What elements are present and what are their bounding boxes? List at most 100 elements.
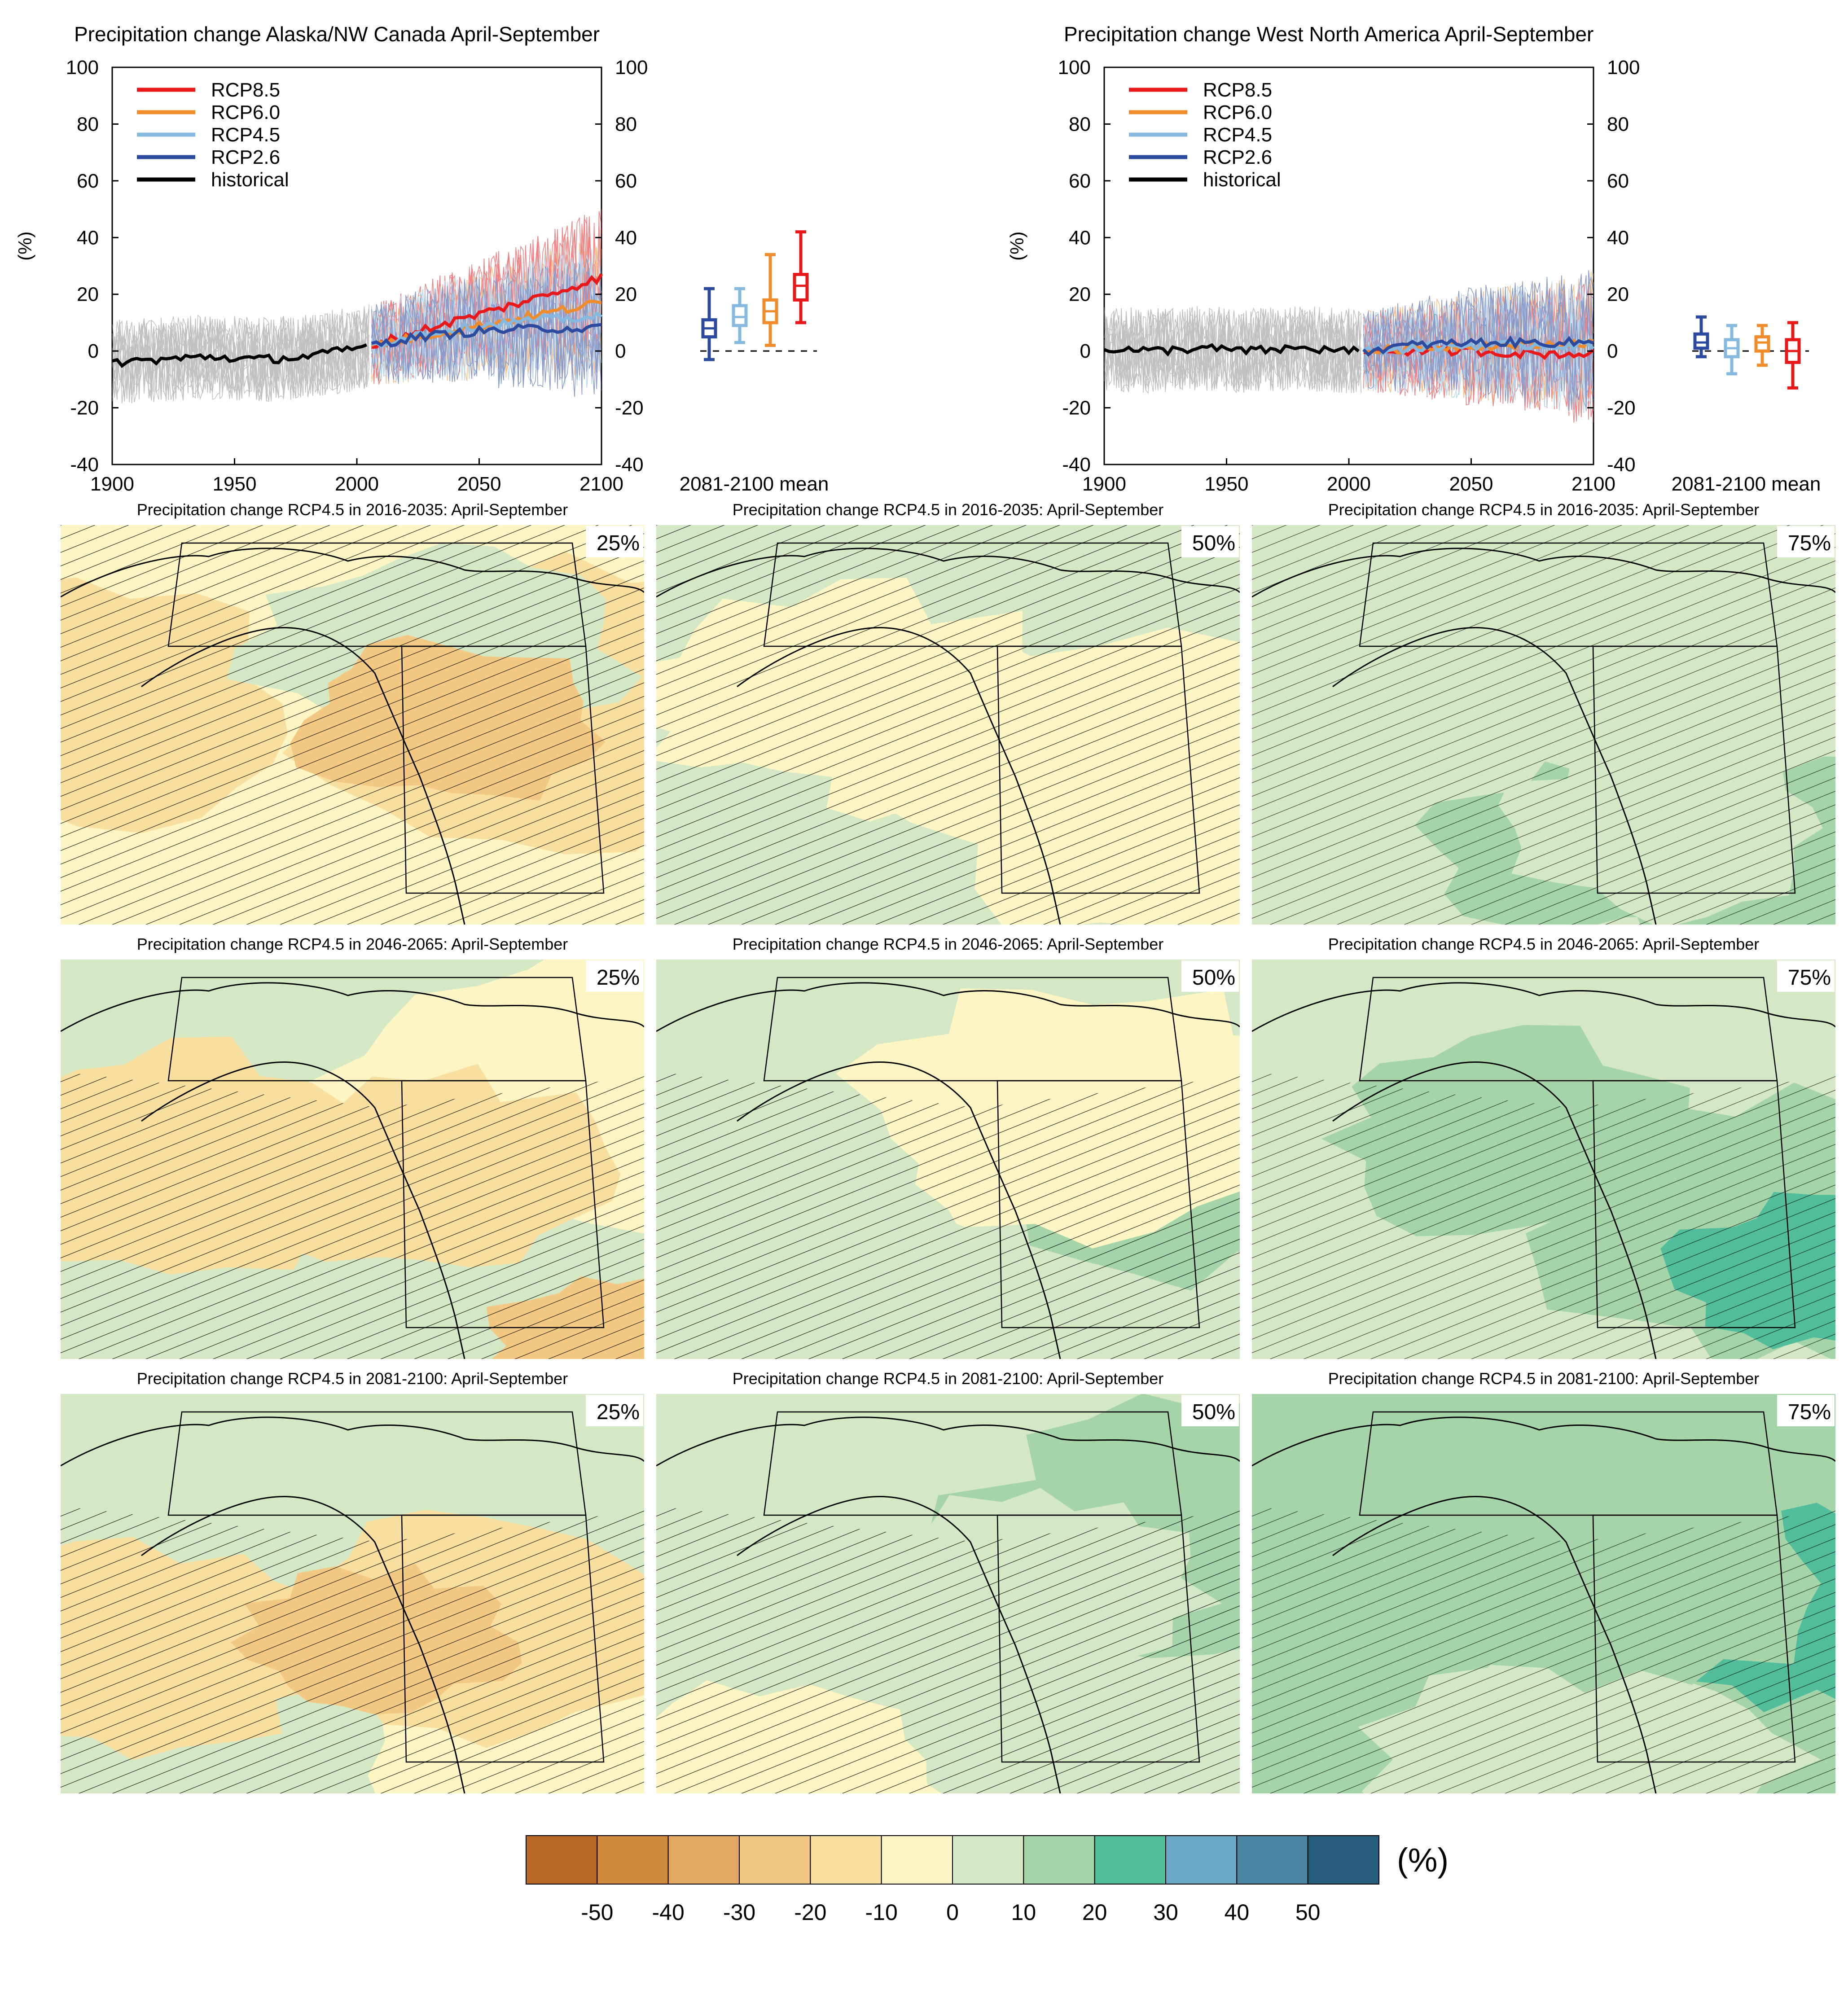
- x-tick-label: 2000: [335, 473, 379, 495]
- y-tick-label: 40: [77, 227, 99, 249]
- scenario-member-line: [1363, 282, 1594, 410]
- box-iqr: [793, 272, 809, 302]
- y-tick-label-right: 100: [1607, 57, 1640, 79]
- x-tick-label: 2000: [1327, 473, 1371, 495]
- percentile-label: 50%: [1192, 966, 1235, 990]
- y-tick-label: 40: [1069, 227, 1091, 249]
- region-box-west-na: [1592, 645, 1796, 894]
- y-tick-label: 60: [77, 170, 99, 192]
- x-tick-label: 2050: [1449, 473, 1493, 495]
- y-tick-label-right: 40: [1607, 227, 1629, 249]
- colorbar-segment: [810, 1835, 882, 1885]
- y-tick-label: 20: [1069, 284, 1091, 306]
- historical-member-line: [112, 310, 369, 403]
- percentile-tag-bg: [1181, 960, 1239, 992]
- chart-title: Precipitation change West North America …: [1064, 22, 1593, 46]
- series-line-RCP2.6: [1362, 335, 1594, 357]
- map-body: [1252, 525, 1835, 925]
- percentile-label: 75%: [1788, 1400, 1831, 1424]
- region-box-west-na: [401, 645, 605, 894]
- region-box-west-na: [1592, 1514, 1796, 1763]
- series-line-RCP2.6: [371, 323, 602, 348]
- region-box-west-na: [1592, 1080, 1796, 1328]
- y-tick-label: -40: [1062, 454, 1091, 476]
- ensemble-spread: [1104, 270, 1594, 423]
- box-iqr: [732, 304, 748, 327]
- ensemble-spread: [112, 209, 602, 403]
- colorbar-segment: [1023, 1835, 1095, 1885]
- percentile-tag-bg: [586, 960, 643, 992]
- colorbar-tick-label: 10: [1011, 1900, 1036, 1925]
- x-tick-label: 2050: [457, 473, 501, 495]
- map-title: Precipitation change RCP4.5 in 2081-2100…: [137, 1369, 568, 1388]
- colorbar-segment: [597, 1835, 669, 1885]
- map-body: [656, 960, 1240, 1359]
- percentile-tag-bg: [586, 1395, 643, 1426]
- y-axis-label: (%): [14, 232, 35, 261]
- map-title: Precipitation change RCP4.5 in 2016-2035…: [733, 500, 1164, 519]
- y-tick-label-right: -20: [615, 397, 644, 419]
- y-tick-label: 60: [1069, 170, 1091, 192]
- colorbar-tick-label: -20: [794, 1900, 826, 1925]
- map-panel-7: Precipitation change RCP4.5 in 2081-2100…: [61, 1369, 644, 1793]
- y-tick-label-right: 40: [615, 227, 637, 249]
- y-tick-label-right: 60: [615, 170, 637, 192]
- map-panel-5: Precipitation change RCP4.5 in 2046-2065…: [656, 935, 1240, 1359]
- region-box-west-na: [996, 1514, 1200, 1763]
- x-tick-label: 1900: [90, 473, 134, 495]
- colorbar: -50 -40 -30 -20 -10 0 10 20 30 40 50 (%): [526, 1835, 1449, 1925]
- map-title: Precipitation change RCP4.5 in 2081-2100…: [733, 1369, 1164, 1388]
- percentile-label: 50%: [1192, 531, 1235, 555]
- colorbar-unit: (%): [1397, 1841, 1449, 1879]
- series-line-historical: [1103, 343, 1360, 357]
- y-tick-label: -20: [1062, 397, 1091, 419]
- map-title: Precipitation change RCP4.5 in 2081-2100…: [1328, 1369, 1760, 1388]
- legend-label: RCP6.0: [211, 101, 280, 123]
- scenario-member-line: [371, 263, 602, 389]
- timeseries-chart-2: Precipitation change West North America …: [1006, 22, 1821, 495]
- region-box-west-na: [996, 645, 1200, 894]
- significance-hatching: [61, 1506, 644, 1793]
- historical-member-line: [112, 312, 369, 401]
- significance-hatching: [1252, 525, 1835, 925]
- map-panel-2: Precipitation change RCP4.5 in 2016-2035…: [656, 500, 1240, 925]
- colorbar-tick-label: -30: [723, 1900, 755, 1925]
- colorbar-tick-label: 30: [1153, 1900, 1178, 1925]
- box-iqr: [1693, 332, 1709, 350]
- y-tick-label-right: 100: [615, 57, 648, 79]
- y-tick-label-right: 60: [1607, 170, 1629, 192]
- y-tick-label: 0: [88, 340, 99, 362]
- region-box-west-na: [996, 1080, 1200, 1328]
- colorbar-tick-label: -50: [581, 1900, 613, 1925]
- x-tick-label: 1950: [213, 473, 257, 495]
- colorbar-tick-label: 40: [1225, 1900, 1250, 1925]
- map-panel-6: Precipitation change RCP4.5 in 2046-2065…: [1252, 935, 1835, 1359]
- legend-label: historical: [211, 169, 289, 191]
- historical-member-line: [1104, 306, 1361, 393]
- region-box-west-na: [401, 1514, 605, 1763]
- boxes-label: 2081-2100 mean: [680, 473, 829, 495]
- y-tick-label: 80: [1069, 113, 1091, 135]
- map-panel-9: Precipitation change RCP4.5 in 2081-2100…: [1252, 1369, 1835, 1793]
- scenario-member-line: [1363, 270, 1594, 408]
- map-body: [656, 1394, 1240, 1793]
- percentile-tag-bg: [1181, 526, 1239, 557]
- y-tick-label-right: -20: [1607, 397, 1636, 419]
- percentile-tag-bg: [586, 526, 643, 557]
- percentile-tag-bg: [1777, 1395, 1835, 1426]
- y-tick-label-right: 80: [615, 113, 637, 135]
- map-title: Precipitation change RCP4.5 in 2046-2065…: [733, 935, 1164, 953]
- boxes-label: 2081-2100 mean: [1672, 473, 1821, 495]
- map-panels: Precipitation change RCP4.5 in 2016-2035…: [61, 500, 1835, 1925]
- colorbar-segment: [526, 1835, 598, 1885]
- historical-member-line: [112, 312, 369, 398]
- percentile-label: 25%: [597, 1400, 640, 1424]
- map-panel-4: Precipitation change RCP4.5 in 2046-2065…: [61, 935, 644, 1359]
- y-tick-label: 100: [66, 57, 99, 79]
- x-tick-label: 1950: [1205, 473, 1249, 495]
- y-tick-label-right: 0: [615, 340, 626, 362]
- x-tick-label: 1900: [1082, 473, 1126, 495]
- y-tick-label-right: -40: [615, 454, 644, 476]
